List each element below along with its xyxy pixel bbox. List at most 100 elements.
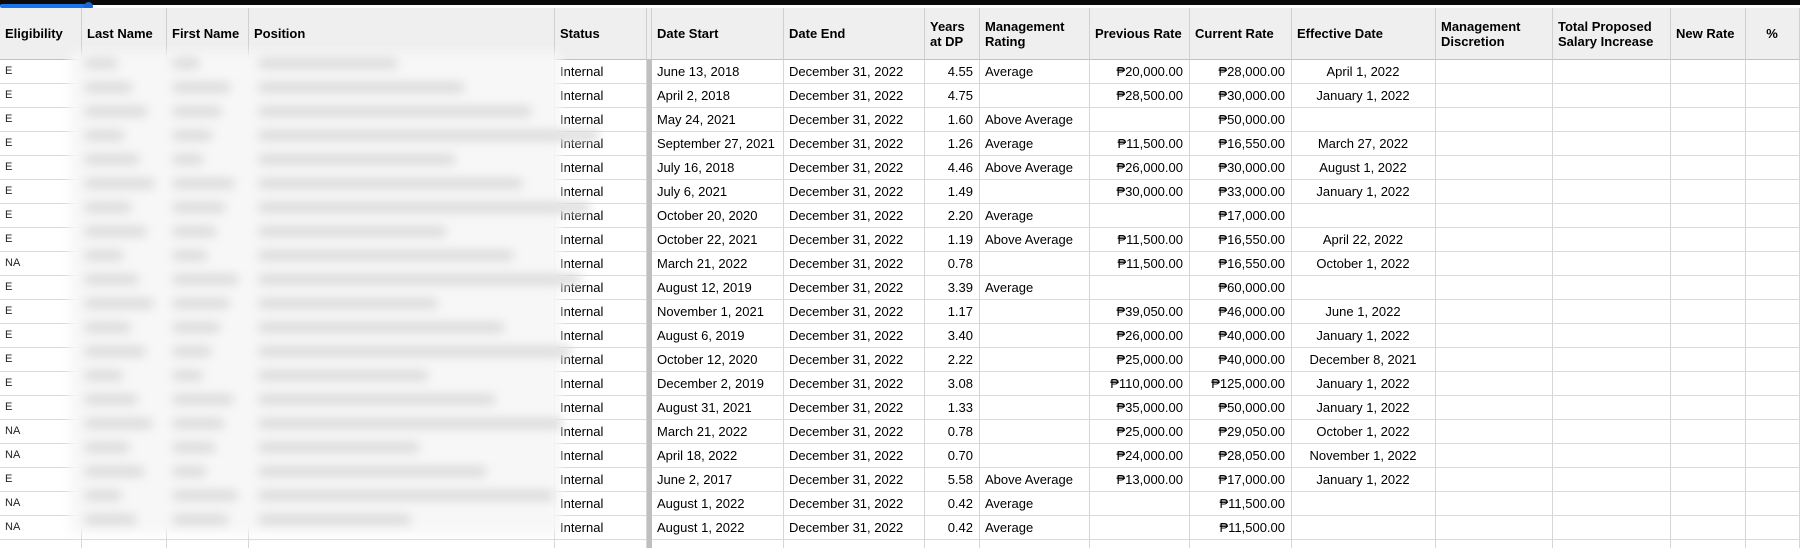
cell-years_at_dp[interactable]: 0.42	[925, 492, 980, 516]
cell-management_discretion[interactable]	[1436, 444, 1553, 468]
cell-new_rate[interactable]	[1671, 468, 1746, 492]
cell-management_rating[interactable]: Average	[980, 516, 1090, 540]
cell-date_end[interactable]: December 31, 2022	[784, 252, 925, 276]
cell-management_discretion[interactable]	[1436, 156, 1553, 180]
cell-effective_date[interactable]: January 1, 2022	[1292, 180, 1436, 204]
cell-percent[interactable]	[1746, 180, 1800, 204]
cell-effective_date[interactable]: April 1, 2022	[1292, 60, 1436, 84]
cell-management_discretion[interactable]	[1436, 468, 1553, 492]
cell-management_rating[interactable]	[980, 444, 1090, 468]
cell-total_proposed_salary_increase[interactable]	[1553, 228, 1671, 252]
cell-years_at_dp[interactable]: 2.20	[925, 204, 980, 228]
cell-total_proposed_salary_increase[interactable]	[1553, 420, 1671, 444]
cell-years_at_dp[interactable]: 4.75	[925, 84, 980, 108]
cell-percent[interactable]	[1746, 492, 1800, 516]
column-header-eligibility[interactable]: Eligibility	[0, 8, 82, 60]
cell-management_discretion[interactable]	[1436, 228, 1553, 252]
cell-management_rating[interactable]	[980, 372, 1090, 396]
cell-management_rating[interactable]	[980, 540, 1090, 548]
cell-new_rate[interactable]	[1671, 372, 1746, 396]
cell-date_start[interactable]: September 27, 2021	[652, 132, 784, 156]
cell-previous_rate[interactable]: ₱24,000.00	[1090, 444, 1190, 468]
cell-new_rate[interactable]	[1671, 84, 1746, 108]
cell-management_rating[interactable]	[980, 420, 1090, 444]
cell-date_start[interactable]: July 6, 2021	[652, 180, 784, 204]
cell-new_rate[interactable]	[1671, 132, 1746, 156]
cell-years_at_dp[interactable]: 1.60	[925, 108, 980, 132]
cell-status[interactable]: Internal	[555, 492, 647, 516]
cell-previous_rate[interactable]: ₱25,000.00	[1090, 348, 1190, 372]
cell-new_rate[interactable]	[1671, 324, 1746, 348]
cell-management_rating[interactable]: Above Average	[980, 108, 1090, 132]
cell-date_end[interactable]: December 31, 2022	[784, 132, 925, 156]
cell-current_rate[interactable]: ₱50,000.00	[1190, 108, 1292, 132]
cell-current_rate[interactable]: ₱28,050.00	[1190, 444, 1292, 468]
cell-total_proposed_salary_increase[interactable]	[1553, 252, 1671, 276]
cell-total_proposed_salary_increase[interactable]	[1553, 492, 1671, 516]
cell-previous_rate[interactable]: ₱26,000.00	[1090, 156, 1190, 180]
cell-new_rate[interactable]	[1671, 204, 1746, 228]
cell-new_rate[interactable]	[1671, 300, 1746, 324]
cell-date_start[interactable]: April 2, 2018	[652, 84, 784, 108]
column-header-status[interactable]: Status	[555, 8, 647, 60]
cell-status[interactable]: Internal	[555, 348, 647, 372]
cell-current_rate[interactable]: ₱28,000.00	[1190, 60, 1292, 84]
cell-new_rate[interactable]	[1671, 348, 1746, 372]
cell-status[interactable]: Internal	[555, 420, 647, 444]
cell-effective_date[interactable]: March 27, 2022	[1292, 132, 1436, 156]
cell-status[interactable]: Internal	[555, 252, 647, 276]
cell-previous_rate[interactable]	[1090, 204, 1190, 228]
column-header-first_name[interactable]: First Name	[167, 8, 249, 60]
cell-previous_rate[interactable]: ₱20,000.00	[1090, 60, 1190, 84]
cell-years_at_dp[interactable]: 1.17	[925, 300, 980, 324]
cell-total_proposed_salary_increase[interactable]	[1553, 324, 1671, 348]
cell-percent[interactable]	[1746, 516, 1800, 540]
cell-previous_rate[interactable]: ₱39,050.00	[1090, 300, 1190, 324]
cell-total_proposed_salary_increase[interactable]	[1553, 156, 1671, 180]
cell-new_rate[interactable]	[1671, 252, 1746, 276]
cell-management_discretion[interactable]	[1436, 348, 1553, 372]
cell-current_rate[interactable]: ₱50,000.00	[1190, 396, 1292, 420]
cell-status[interactable]	[555, 540, 647, 548]
column-header-new_rate[interactable]: New Rate	[1671, 8, 1746, 60]
cell-management_discretion[interactable]	[1436, 252, 1553, 276]
cell-management_rating[interactable]	[980, 252, 1090, 276]
cell-total_proposed_salary_increase[interactable]	[1553, 348, 1671, 372]
cell-percent[interactable]	[1746, 204, 1800, 228]
column-header-years_at_dp[interactable]: Years at DP	[925, 8, 980, 60]
cell-date_end[interactable]: December 31, 2022	[784, 84, 925, 108]
cell-current_rate[interactable]: ₱125,000.00	[1190, 372, 1292, 396]
cell-date_start[interactable]: August 12, 2019	[652, 276, 784, 300]
cell-total_proposed_salary_increase[interactable]	[1553, 60, 1671, 84]
cell-date_end[interactable]: December 31, 2022	[784, 108, 925, 132]
cell-total_proposed_salary_increase[interactable]	[1553, 276, 1671, 300]
column-header-current_rate[interactable]: Current Rate	[1190, 8, 1292, 60]
cell-status[interactable]: Internal	[555, 468, 647, 492]
cell-date_end[interactable]: December 31, 2022	[784, 372, 925, 396]
cell-effective_date[interactable]	[1292, 516, 1436, 540]
cell-previous_rate[interactable]	[1090, 108, 1190, 132]
cell-date_end[interactable]: December 31, 2022	[784, 228, 925, 252]
cell-management_rating[interactable]: Above Average	[980, 228, 1090, 252]
column-header-percent[interactable]: %	[1746, 8, 1800, 60]
cell-management_discretion[interactable]	[1436, 540, 1553, 548]
cell-management_discretion[interactable]	[1436, 492, 1553, 516]
cell-total_proposed_salary_increase[interactable]	[1553, 396, 1671, 420]
cell-previous_rate[interactable]: ₱25,000.00	[1090, 420, 1190, 444]
cell-years_at_dp[interactable]: 5.58	[925, 468, 980, 492]
column-header-management_discretion[interactable]: Management Discretion	[1436, 8, 1553, 60]
cell-first_name[interactable]	[167, 540, 249, 548]
cell-date_end[interactable]: December 31, 2022	[784, 516, 925, 540]
cell-date_start[interactable]: August 1, 2022	[652, 492, 784, 516]
cell-date_end[interactable]: December 31, 2022	[784, 204, 925, 228]
cell-effective_date[interactable]: January 1, 2022	[1292, 396, 1436, 420]
cell-new_rate[interactable]	[1671, 228, 1746, 252]
cell-status[interactable]: Internal	[555, 516, 647, 540]
cell-years_at_dp[interactable]: 1.26	[925, 132, 980, 156]
cell-effective_date[interactable]: January 1, 2022	[1292, 468, 1436, 492]
cell-date_end[interactable]: December 31, 2022	[784, 300, 925, 324]
cell-management_rating[interactable]	[980, 348, 1090, 372]
cell-previous_rate[interactable]: ₱30,000.00	[1090, 180, 1190, 204]
cell-date_start[interactable]: June 13, 2018	[652, 60, 784, 84]
cell-last_name[interactable]	[82, 540, 167, 548]
